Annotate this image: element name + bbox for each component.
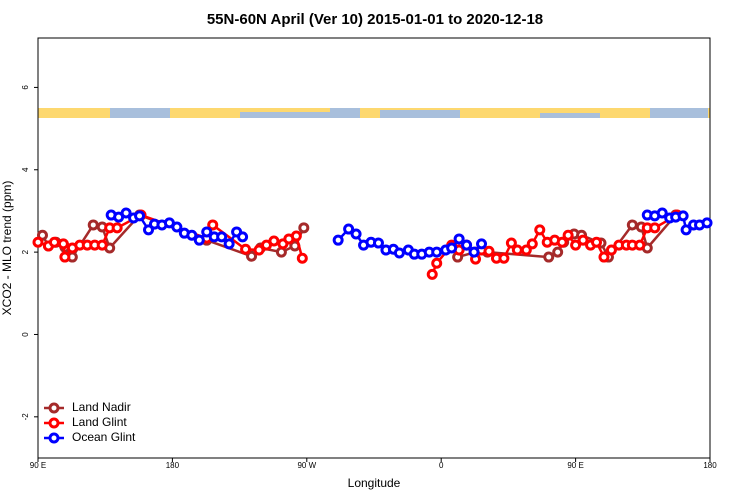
chart-title: 55N-60N April (Ver 10) 2015-01-01 to 202… (207, 11, 543, 28)
data-point (649, 222, 661, 234)
data-point (48, 236, 60, 248)
plot-frame (37, 37, 711, 459)
data-point (240, 243, 252, 255)
data-point (253, 244, 265, 256)
data-point (372, 237, 384, 249)
data-point (426, 268, 438, 280)
legend-label: Land Glint (72, 415, 127, 429)
data-point (562, 229, 574, 241)
y-tick-label: -2 (21, 413, 30, 421)
data-point (677, 210, 689, 222)
y-tick-label: 6 (21, 85, 30, 90)
data-point (505, 237, 517, 249)
y-tick-label: 2 (21, 249, 30, 254)
data-point (216, 231, 228, 243)
x-tick-label: 180 (166, 461, 180, 470)
legend-marker (48, 402, 60, 414)
data-point (446, 242, 458, 254)
data-point (605, 244, 617, 256)
x-tick-label: 90 E (30, 461, 46, 470)
x-tick-label: 180 (703, 461, 717, 470)
data-point (57, 238, 69, 250)
y-tick-label: 0 (21, 332, 30, 337)
data-point (701, 217, 713, 229)
y-tick-label: 4 (21, 167, 30, 172)
data-point (577, 234, 589, 246)
y-axis-label: XCO2 - MLO trend (ppm) (0, 181, 14, 316)
data-point (237, 231, 249, 243)
data-point (656, 207, 668, 219)
data-point (332, 234, 344, 246)
data-point (298, 222, 310, 234)
data-point (171, 221, 183, 233)
data-point (59, 251, 71, 263)
legend-label: Ocean Glint (72, 430, 136, 444)
data-point (111, 222, 123, 234)
data-point (483, 245, 495, 257)
data-point (32, 236, 44, 248)
data-point (207, 219, 219, 231)
data-point (343, 223, 355, 235)
data-point (498, 252, 510, 264)
map-strip (38, 108, 710, 118)
data-point (296, 252, 308, 264)
data-point (275, 246, 287, 258)
data-point (461, 239, 473, 251)
data-point (556, 236, 568, 248)
data-point (393, 247, 405, 259)
data-point (350, 228, 362, 240)
data-point (680, 224, 692, 236)
data-point (87, 219, 99, 231)
data-point (511, 244, 523, 256)
data-point (193, 234, 205, 246)
legend-label: Land Nadir (72, 400, 131, 414)
data-point (96, 239, 108, 251)
x-tick-label: 0 (439, 461, 444, 470)
data-point (526, 238, 538, 250)
data-point (186, 229, 198, 241)
data-point (453, 233, 465, 245)
data-point (431, 246, 443, 258)
data-point (598, 251, 610, 263)
data-point (134, 210, 146, 222)
x-axis-label: Longitude (348, 476, 401, 490)
data-point (520, 244, 532, 256)
data-point (476, 238, 488, 250)
data-point (268, 235, 280, 247)
data-point (201, 226, 213, 238)
data-point (634, 239, 646, 251)
data-point (468, 246, 480, 258)
data-point (246, 250, 258, 262)
data-point (543, 251, 555, 263)
legend-marker (48, 432, 60, 444)
data-point (591, 236, 603, 248)
x-tick-label: 90 W (297, 461, 316, 470)
data-point (223, 238, 235, 250)
data-point (552, 246, 564, 258)
data-point (290, 230, 302, 242)
data-point (120, 207, 132, 219)
data-point (626, 219, 638, 231)
x-tick-label: 90 E (567, 461, 583, 470)
data-point (570, 239, 582, 251)
data-point (431, 257, 443, 269)
legend-marker (48, 417, 60, 429)
data-point (534, 224, 546, 236)
